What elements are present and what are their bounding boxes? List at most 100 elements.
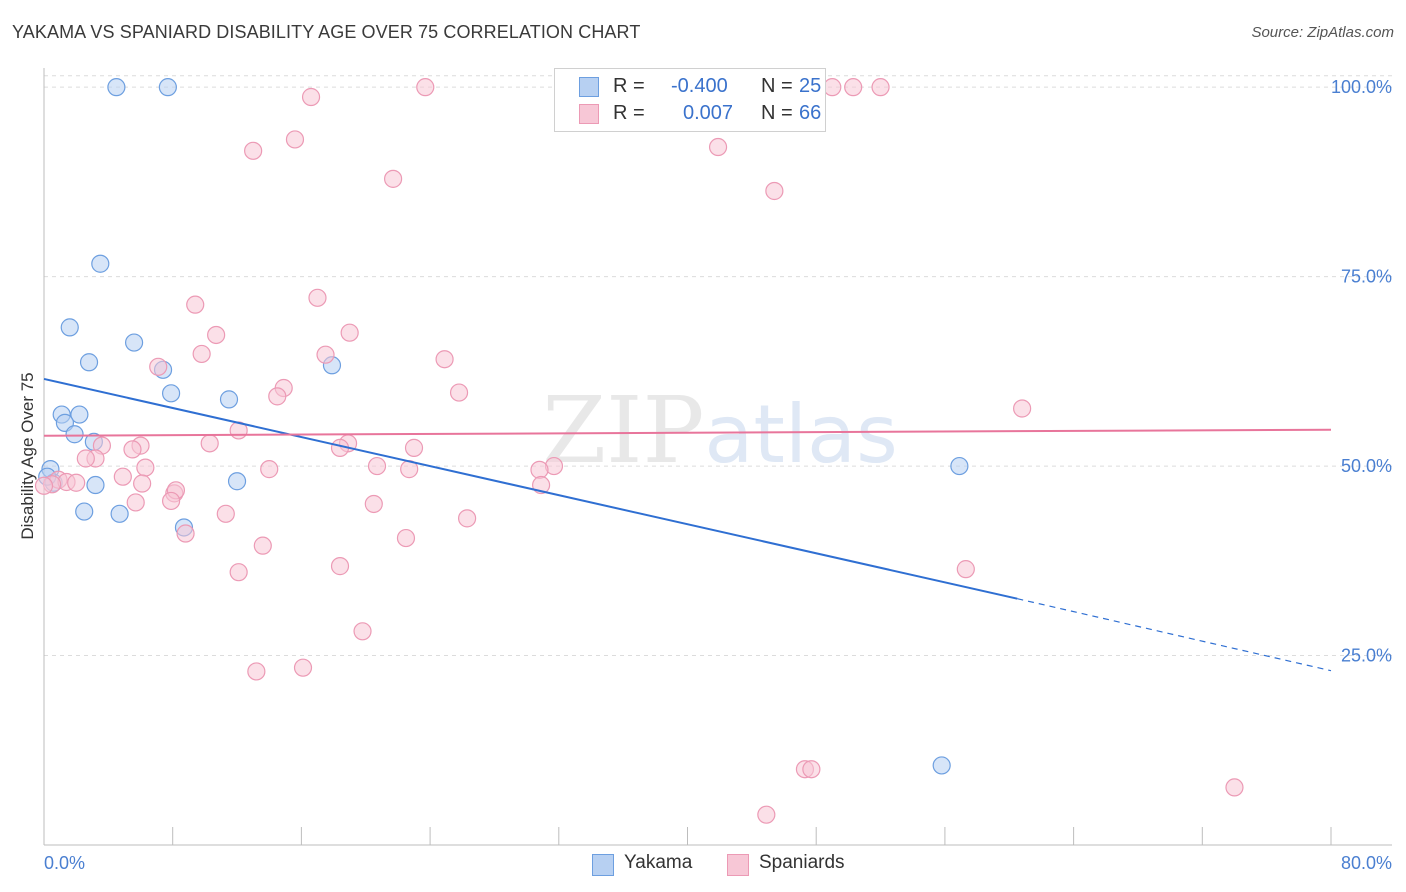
legend-swatch-yakama — [579, 77, 599, 97]
trend-line-spaniards — [43, 428, 1332, 437]
y-tick-label: 100.0% — [1331, 77, 1392, 97]
legend-n-value: 66 — [799, 102, 822, 124]
point-yakama — [950, 456, 969, 476]
point-spaniards — [802, 760, 821, 779]
point-spaniards — [1225, 778, 1244, 797]
point-spaniards — [200, 434, 219, 453]
point-spaniards — [293, 658, 313, 677]
y-axis-title: Disability Age Over 75 — [18, 372, 37, 539]
point-yakama — [75, 502, 94, 521]
point-spaniards — [192, 344, 211, 364]
point-spaniards — [823, 78, 842, 97]
point-spaniards — [301, 87, 321, 107]
watermark: ZIPatlas — [542, 377, 898, 484]
point-spaniards — [133, 474, 152, 493]
x-tick-label-min: 0.0% — [44, 853, 85, 873]
point-spaniards — [123, 440, 142, 459]
point-yakama — [158, 78, 177, 97]
point-spaniards — [364, 494, 383, 514]
point-spaniards — [435, 350, 454, 369]
point-yakama — [65, 425, 84, 444]
point-spaniards — [244, 141, 263, 160]
point-spaniards — [340, 323, 359, 342]
bottom-legend-swatch-spaniards — [727, 854, 749, 876]
point-spaniards — [404, 438, 424, 457]
point-spaniards — [956, 560, 975, 579]
point-spaniards — [458, 509, 477, 528]
point-spaniards — [113, 467, 132, 486]
point-yakama — [70, 405, 89, 424]
point-spaniards — [161, 491, 181, 511]
point-spaniards — [330, 557, 350, 576]
y-tick-label: 75.0% — [1341, 267, 1392, 287]
y-tick-label: 50.0% — [1341, 456, 1392, 476]
point-spaniards — [253, 536, 272, 555]
point-yakama — [219, 390, 239, 409]
point-spaniards — [207, 325, 226, 345]
axes — [43, 68, 1392, 846]
point-spaniards — [285, 130, 305, 149]
point-spaniards — [136, 458, 155, 477]
trend-lines — [43, 377, 1332, 672]
legend-swatch-spaniards — [579, 104, 599, 124]
point-yakama — [60, 318, 79, 337]
point-spaniards — [126, 493, 145, 512]
legend-n-label: N = — [761, 75, 793, 97]
trend-extension-yakama — [1017, 598, 1332, 672]
point-spaniards — [1013, 399, 1032, 418]
stats-legend: R = -0.400 N = 25 R = 0.007 N = 66 — [554, 68, 826, 132]
tick-labels: 25.0% 50.0% 75.0% 100.0% 0.0% 80.0% — [44, 77, 1392, 873]
bottom-legend-swatch-yakama — [592, 854, 614, 876]
x-tick-label-max: 80.0% — [1341, 853, 1392, 873]
point-spaniards — [316, 345, 335, 364]
point-yakama — [79, 353, 99, 372]
source-label: Source: ZipAtlas.com — [1251, 24, 1394, 41]
point-yakama — [91, 254, 110, 273]
point-spaniards — [396, 528, 416, 548]
point-spaniards — [416, 78, 435, 97]
legend-n-label: N = — [761, 102, 793, 124]
point-spaniards — [353, 622, 372, 641]
point-spaniards — [871, 78, 890, 97]
point-spaniards — [216, 504, 235, 523]
point-spaniards — [34, 476, 54, 495]
point-spaniards — [530, 460, 549, 479]
point-spaniards — [76, 449, 95, 468]
trend-line-yakama — [43, 377, 1018, 600]
point-yakama — [124, 333, 144, 352]
point-spaniards — [844, 78, 863, 97]
point-spaniards — [367, 456, 387, 476]
point-spaniards — [765, 181, 784, 201]
point-yakama — [932, 756, 951, 775]
legend-r-value: 0.007 — [683, 102, 734, 124]
point-spaniards — [449, 383, 469, 402]
y-tick-label: 25.0% — [1341, 646, 1392, 666]
point-yakama — [161, 384, 181, 403]
point-spaniards — [260, 460, 279, 479]
point-spaniards — [383, 169, 403, 188]
point-yakama — [86, 475, 105, 495]
chart-title: YAKAMA VS SPANIARD DISABILITY AGE OVER 7… — [12, 22, 641, 42]
point-spaniards — [176, 524, 195, 543]
point-spaniards — [247, 662, 266, 681]
point-yakama — [110, 504, 129, 523]
data-points — [34, 78, 1244, 824]
point-spaniards — [757, 805, 776, 824]
point-spaniards — [268, 387, 287, 406]
point-yakama — [227, 472, 247, 491]
legend-r-label: R = — [613, 102, 645, 124]
legend-r-value: -0.400 — [671, 75, 728, 97]
watermark-zip: ZIP — [542, 377, 704, 484]
legend-n-value: 25 — [799, 75, 822, 97]
point-spaniards — [186, 295, 205, 314]
bottom-legend-label-spaniards: Spaniards — [759, 852, 845, 873]
point-spaniards — [67, 473, 86, 492]
point-spaniards — [229, 563, 248, 582]
bottom-legend-label-yakama: Yakama — [624, 852, 693, 873]
point-spaniards — [308, 288, 327, 307]
legend-r-label: R = — [613, 75, 645, 97]
point-spaniards — [149, 357, 168, 376]
point-spaniards — [708, 137, 728, 157]
watermark-atlas: atlas — [704, 388, 897, 481]
